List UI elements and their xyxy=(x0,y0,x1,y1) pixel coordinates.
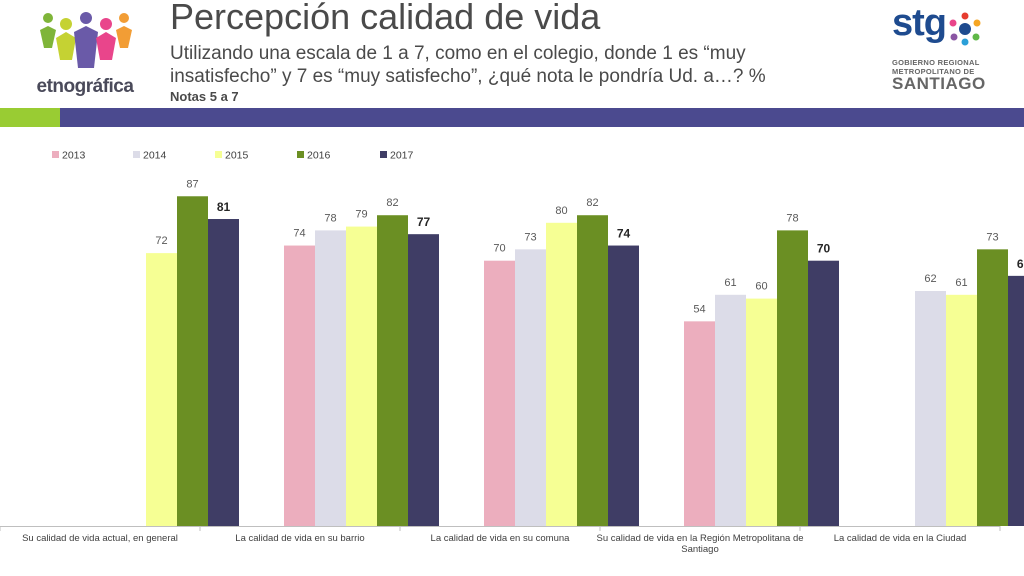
etnografica-logo: etnográfica xyxy=(30,8,140,100)
bar-2016-cat-2 xyxy=(577,215,608,526)
data-label-2016-cat-1: 82 xyxy=(386,197,398,209)
legend-label-2015: 2015 xyxy=(225,150,249,162)
bar-2015-cat-1 xyxy=(346,226,377,526)
gobierno-line2: METROPOLITANO DE xyxy=(892,67,975,76)
bar-2017-cat-3 xyxy=(808,260,839,526)
bar-2014-cat-4 xyxy=(915,291,946,526)
legend-item-2014: 2014 xyxy=(133,150,167,162)
legend-label-2013: 2013 xyxy=(62,150,86,162)
data-label-2015-cat-2: 80 xyxy=(555,205,567,217)
stg-logo: stg GOBIERNO REGIONAL METROPOLITANO DE S… xyxy=(880,2,990,100)
etnografica-wordmark: etnográfica xyxy=(36,76,134,97)
legend-item-2017: 2017 xyxy=(380,150,414,162)
page-title: Percepción calidad de vida xyxy=(170,0,601,37)
legend-label-2016: 2016 xyxy=(307,150,331,162)
bar-2013-cat-2 xyxy=(484,260,515,526)
legend-item-2015: 2015 xyxy=(215,150,249,162)
category-label-1: La calidad de vida en su barrio xyxy=(235,533,364,544)
santiago-label: SANTIAGO xyxy=(892,74,986,93)
data-label-2017-cat-3: 70 xyxy=(817,242,831,256)
bar-2015-cat-3 xyxy=(746,298,777,526)
bar-2017-cat-4 xyxy=(1008,275,1024,526)
legend-swatch-2016 xyxy=(297,151,304,158)
bar-2017-cat-2 xyxy=(608,245,639,526)
legend-label-2017: 2017 xyxy=(390,150,414,162)
page-subtitle: Utilizando una escala de 1 a 7, como en … xyxy=(170,43,766,87)
data-label-2016-cat-0: 87 xyxy=(186,178,198,190)
data-label-2017-cat-0: 81 xyxy=(217,200,231,214)
data-label-2013-cat-1: 74 xyxy=(293,228,305,240)
header-band-green xyxy=(0,108,60,127)
bar-2017-cat-0 xyxy=(208,219,239,526)
legend-swatch-2014 xyxy=(133,151,140,158)
data-label-2015-cat-0: 72 xyxy=(155,235,167,247)
legend-swatch-2013 xyxy=(52,151,59,158)
data-label-2015-cat-1: 79 xyxy=(355,209,367,221)
legend-swatch-2017 xyxy=(380,151,387,158)
bar-2013-cat-3 xyxy=(684,321,715,526)
data-label-2014-cat-4: 62 xyxy=(924,273,936,285)
category-label-2: La calidad de vida en su comuna xyxy=(431,533,571,544)
data-label-2014-cat-2: 73 xyxy=(524,231,536,243)
bar-2014-cat-1 xyxy=(315,230,346,526)
quality-of-life-bar-chart: 2013 2014 2015 2016 2017 72 87 81 74 78 79 82 77 70 73… xyxy=(0,150,1024,555)
legend-item-2016: 2016 xyxy=(297,150,331,162)
bar-2015-cat-4 xyxy=(946,294,977,526)
people-figures-icon xyxy=(40,12,132,68)
data-label-2013-cat-3: 54 xyxy=(693,303,705,315)
bar-2016-cat-4 xyxy=(977,249,1008,526)
bar-2015-cat-0 xyxy=(146,253,177,526)
header-band-purple xyxy=(60,108,1024,127)
category-label-4: La calidad de vida en la Ciudad xyxy=(834,533,967,544)
data-label-2017-cat-1: 77 xyxy=(417,215,431,229)
bar-2017-cat-1 xyxy=(408,234,439,527)
bar-2014-cat-3 xyxy=(715,294,746,526)
legend-item-2013: 2013 xyxy=(52,150,86,162)
notes-label: Notas 5 a 7 xyxy=(170,89,239,104)
stg-wordmark: stg xyxy=(892,2,947,44)
data-label-2016-cat-3: 78 xyxy=(786,212,798,224)
data-label-2013-cat-2: 70 xyxy=(493,243,505,255)
category-label-0: Su calidad de vida actual, en general xyxy=(22,533,178,544)
data-label-2016-cat-4: 73 xyxy=(986,231,998,243)
bar-2014-cat-2 xyxy=(515,249,546,526)
data-label-2014-cat-3: 61 xyxy=(724,277,736,289)
bar-2016-cat-1 xyxy=(377,215,408,526)
bar-2016-cat-3 xyxy=(777,230,808,526)
data-label-2014-cat-1: 78 xyxy=(324,212,336,224)
legend-label-2014: 2014 xyxy=(143,150,167,162)
bar-2015-cat-2 xyxy=(546,222,577,527)
data-label-2015-cat-4: 61 xyxy=(955,277,967,289)
data-label-2016-cat-2: 82 xyxy=(586,197,598,209)
data-label-2017-cat-2: 74 xyxy=(617,227,631,241)
flower-emblem-icon xyxy=(949,12,981,46)
gobierno-line1: GOBIERNO REGIONAL xyxy=(892,58,980,67)
bar-2016-cat-0 xyxy=(177,196,208,526)
category-label-3: Su calidad de vida en la Región Metropol… xyxy=(596,533,803,555)
data-label-2015-cat-3: 60 xyxy=(755,281,767,293)
data-label-2017-cat-4: 66 xyxy=(1017,257,1024,271)
legend-swatch-2015 xyxy=(215,151,222,158)
bar-2013-cat-1 xyxy=(284,245,315,526)
